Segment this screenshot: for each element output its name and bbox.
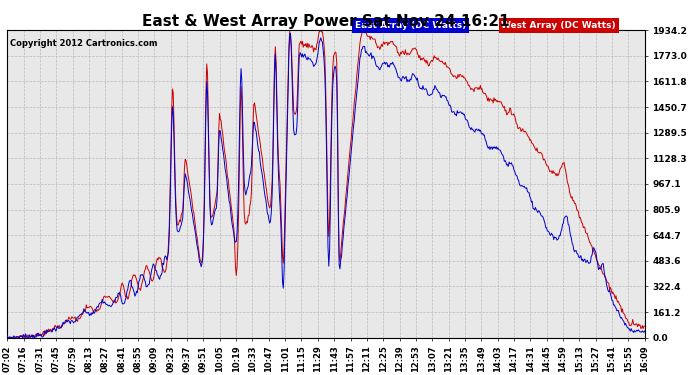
Title: East & West Array Power Sat Nov 24 16:21: East & West Array Power Sat Nov 24 16:21 <box>142 14 510 29</box>
Text: West Array (DC Watts): West Array (DC Watts) <box>502 21 616 30</box>
Text: East Array (DC Watts): East Array (DC Watts) <box>355 21 466 30</box>
Text: Copyright 2012 Cartronics.com: Copyright 2012 Cartronics.com <box>10 39 158 48</box>
